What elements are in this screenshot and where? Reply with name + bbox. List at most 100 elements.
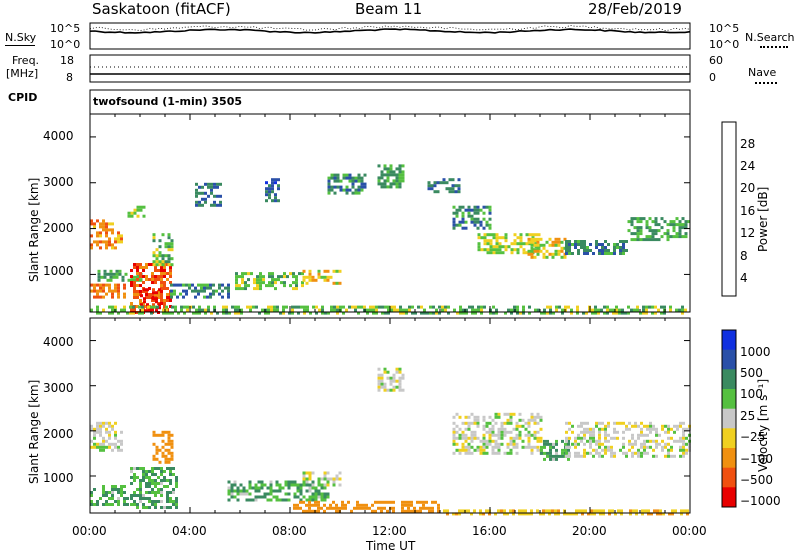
data-cell [123,485,126,488]
data-cell [170,445,174,449]
data-cell [127,214,131,218]
data-cell [470,512,473,516]
data-cell [271,190,274,194]
data-cell [503,412,507,416]
data-cell [169,491,172,494]
data-cell [145,482,148,485]
data-cell [323,495,327,499]
data-cell [314,495,318,499]
data-cell [96,231,99,235]
data-cell [467,208,471,212]
data-cell [506,442,510,446]
data-cell [360,185,364,189]
data-cell [672,220,676,224]
data-cell [681,305,684,309]
data-cell [308,477,312,481]
data-cell [613,430,616,434]
data-cell [678,235,682,239]
data-cell [136,263,139,266]
data-cell [227,283,230,287]
data-cell [510,242,514,246]
data-cell [166,479,169,482]
data-cell [565,436,568,440]
data-cell [160,296,163,299]
data-cell [96,289,99,293]
data-cell [682,430,685,434]
data-cell [161,451,165,455]
data-cell [682,433,685,437]
data-cell [543,451,546,455]
data-cell [169,470,172,473]
data-cell [577,249,580,252]
data-cell [540,448,543,452]
data-cell [250,272,253,276]
data-cell [158,239,162,243]
data-cell [515,424,519,428]
data-cell [314,503,317,507]
data-cell [161,430,165,434]
data-cell [240,308,243,312]
data-cell [380,509,383,513]
data-cell [555,457,558,461]
data-cell [545,240,549,244]
colorbar-segment [722,448,736,468]
data-cell [682,427,685,431]
data-cell [530,451,534,455]
data-cell [607,424,610,428]
power-colorbar [721,121,737,297]
data-cell [407,509,410,513]
data-cell [477,248,481,252]
data-cell [185,283,188,287]
data-cell [158,288,161,292]
data-cell [670,427,673,431]
data-cell [488,205,492,209]
data-cell [363,182,367,186]
data-cell [684,223,688,227]
data-cell [102,436,105,440]
data-cell [149,309,152,313]
data-cell [102,503,105,506]
data-cell [167,439,171,443]
data-cell [152,239,156,243]
data-cell [545,249,549,253]
data-cell [152,251,156,255]
data-cell [500,433,504,437]
data-cell [452,430,456,434]
data-cell [640,442,643,446]
data-cell [681,235,685,239]
data-cell [422,503,425,507]
data-cell [308,503,311,507]
data-cell [512,512,515,516]
data-cell [117,234,120,238]
cpid-label: CPID [8,91,38,104]
data-cell [171,311,174,315]
data-cell [548,237,552,241]
data-cell [679,436,682,440]
data-cell [239,489,243,493]
data-cell [302,278,306,282]
data-cell [238,287,241,291]
data-cell [268,184,271,188]
data-cell [634,451,637,455]
data-cell [480,248,484,252]
data-cell [543,439,546,443]
data-cell [527,433,531,437]
data-cell [530,445,534,449]
data-cell [332,500,335,504]
data-cell [682,454,685,458]
data-cell [143,288,146,292]
data-cell [420,305,423,309]
data-cell [267,308,270,312]
colorbar-segment [722,330,736,350]
data-cell [162,311,165,315]
data-cell [139,494,142,497]
data-cell [102,485,105,488]
data-cell [392,385,396,389]
data-cell [151,275,154,278]
data-cell [631,433,634,437]
x-tick-label: 08:00 [272,524,307,538]
data-cell [301,272,304,276]
data-cell [565,421,568,425]
data-cell [305,477,309,481]
data-cell [669,220,673,224]
